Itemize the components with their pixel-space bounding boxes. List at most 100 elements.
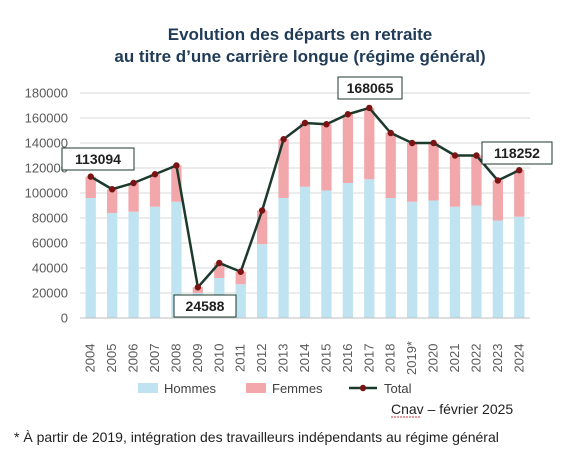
bar-hommes [235,284,246,318]
x-tick-label: 2008 [168,344,183,373]
x-tick-label: 2005 [104,344,119,373]
x-tick-label: 2013 [276,344,291,373]
bar-hommes [492,220,503,318]
total-point [280,136,287,143]
legend-swatch-femmes [246,383,266,393]
bar-hommes [128,211,139,318]
source-note: Cnav – février 2025 [391,401,513,417]
bar-femmes [85,176,96,198]
legend-label-total: Total [384,381,412,396]
bar-hommes [471,205,482,318]
total-point [344,111,352,118]
callout-box [173,294,237,318]
x-tick-label: 2015 [318,344,333,373]
total-point [216,259,223,267]
y-tick-label: 140000 [25,136,68,151]
y-tick-label: 120000 [25,161,68,176]
callout-label: 168065 [347,80,394,96]
x-tick-label: 2023 [490,344,505,373]
total-line [87,104,523,291]
total-point [516,166,523,174]
callout-label: 24588 [186,298,225,314]
bar-hommes [514,216,525,318]
bar-femmes [364,107,375,180]
x-tick-label: 2022 [468,344,483,373]
x-tick-label: 2014 [297,344,312,373]
total-point [301,119,309,127]
bar-femmes [149,174,161,207]
callouts: 113094 24588 168065 118252 [61,76,553,318]
bar-femmes [342,114,353,183]
total-point [408,139,416,147]
bar-femmes [492,180,503,221]
bars [85,107,525,318]
y-tick-label: 100000 [25,186,68,201]
bar-hommes [342,183,353,318]
total-point [451,152,459,159]
legend-swatch-hommes [138,383,158,393]
x-tick-label: 2011 [233,344,248,372]
y-axis: 0 20000 40000 60000 80000 100000 120000 140000 1… [25,86,68,326]
bar-hommes [428,200,439,318]
y-tick-label: 20000 [32,286,68,301]
bar-hommes [85,198,96,318]
callout-box [337,76,403,100]
bar-femmes [299,123,311,187]
bar-femmes [385,133,396,198]
bar-femmes [128,183,139,212]
y-tick-label: 0 [61,311,68,326]
callout-label: 113094 [75,151,121,167]
legend-label-femmes: Femmes [272,381,323,396]
total-point [108,186,116,193]
bar-femmes [214,263,225,278]
total-point [387,129,394,137]
y-tick-label: 60000 [32,236,68,251]
bar-hommes [149,206,161,318]
bar-hommes [364,179,375,318]
total-point [323,121,330,128]
x-tick-label: 2006 [126,344,141,373]
x-tick-label: 2016 [340,344,355,373]
chart-title-line-2: au titre d’une carrière longue (régime g… [114,47,485,66]
bar-hommes [407,201,418,318]
bar-hommes [107,213,118,318]
bar-femmes [171,165,182,202]
x-tick-label: 2024 [511,344,526,373]
total-point [430,139,437,147]
x-tick-label: 2007 [147,344,162,373]
total-point [87,173,94,180]
bar-hommes [299,186,311,318]
y-tick-label: 180000 [25,86,68,101]
bar-femmes [321,124,332,191]
x-tick-label: 2004 [83,344,98,373]
total-point [494,177,502,184]
bar-hommes [321,190,332,318]
chart-title-line-1: Evolution des départs en retraite [168,25,433,44]
bar-femmes [107,189,118,213]
x-tick-label: 2020 [426,344,441,373]
callout-label: 118252 [494,145,540,161]
bar-hommes [385,198,396,318]
bar-hommes [257,244,268,318]
x-tick-label: 2017 [361,344,376,373]
bar-femmes [278,139,289,198]
y-tick-label: 80000 [32,211,68,226]
total-point [194,284,202,291]
x-tick-label: 2009 [190,344,205,373]
x-tick-label: 2012 [254,344,269,373]
bar-femmes [235,271,246,285]
bar-femmes [428,143,439,201]
callout-box [481,141,553,165]
bar-hommes [449,206,461,318]
total-point [473,152,480,159]
total-point [366,104,373,112]
bar-femmes [407,143,418,202]
total-point [151,171,159,178]
x-tick-label: 2018 [383,344,398,373]
bar-femmes [449,155,461,207]
x-tick-label: 2021 [447,344,462,373]
x-tick-label: 2010 [211,344,226,373]
legend-label-hommes: Hommes [164,381,217,396]
y-tick-label: 40000 [32,261,68,276]
